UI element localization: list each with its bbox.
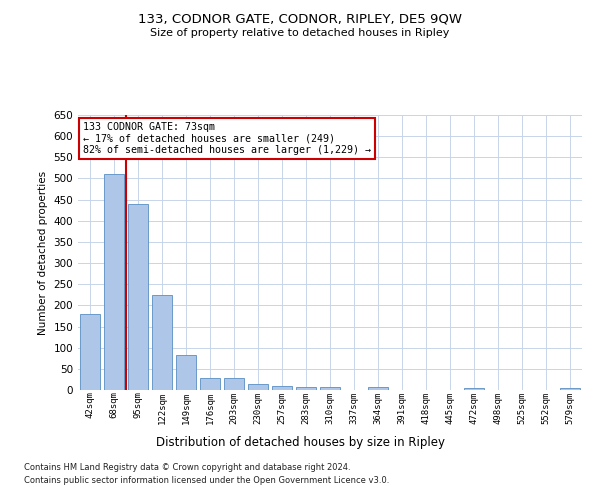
Y-axis label: Number of detached properties: Number of detached properties: [38, 170, 48, 334]
Bar: [200, 378, 220, 390]
Bar: [152, 295, 172, 390]
Bar: [464, 388, 484, 390]
Bar: [272, 386, 292, 390]
Bar: [128, 204, 148, 390]
Bar: [248, 384, 268, 390]
Bar: [176, 355, 196, 390]
Bar: [320, 386, 340, 390]
Bar: [368, 386, 388, 390]
Text: Contains HM Land Registry data © Crown copyright and database right 2024.: Contains HM Land Registry data © Crown c…: [24, 464, 350, 472]
Bar: [560, 388, 580, 390]
Text: 133, CODNOR GATE, CODNOR, RIPLEY, DE5 9QW: 133, CODNOR GATE, CODNOR, RIPLEY, DE5 9Q…: [138, 12, 462, 26]
Bar: [80, 314, 100, 390]
Bar: [104, 174, 124, 390]
Bar: [224, 378, 244, 390]
Bar: [296, 386, 316, 390]
Text: Distribution of detached houses by size in Ripley: Distribution of detached houses by size …: [155, 436, 445, 449]
Text: Size of property relative to detached houses in Ripley: Size of property relative to detached ho…: [151, 28, 449, 38]
Text: 133 CODNOR GATE: 73sqm
← 17% of detached houses are smaller (249)
82% of semi-de: 133 CODNOR GATE: 73sqm ← 17% of detached…: [83, 122, 371, 155]
Text: Contains public sector information licensed under the Open Government Licence v3: Contains public sector information licen…: [24, 476, 389, 485]
